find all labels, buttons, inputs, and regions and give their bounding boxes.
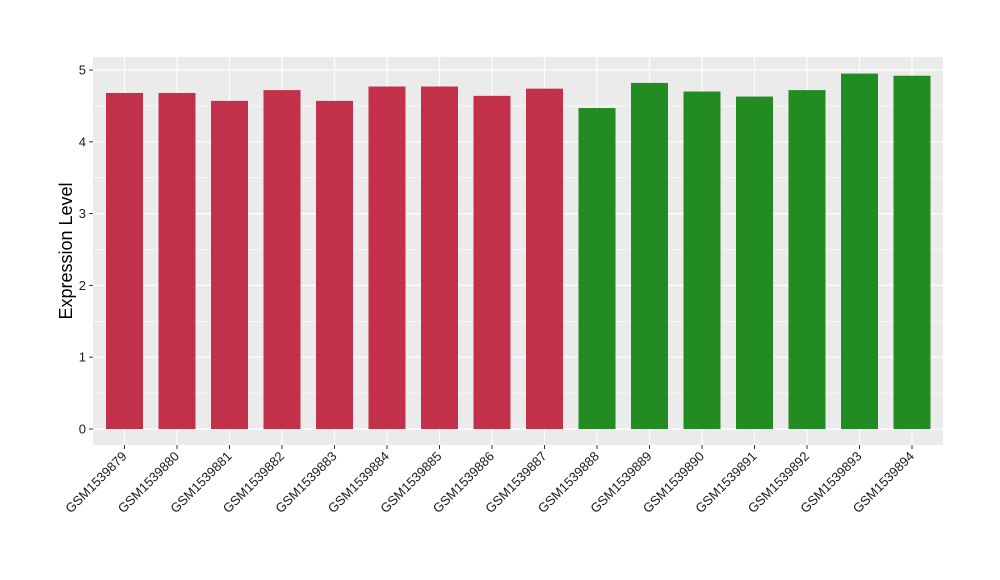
bar-GSM1539889	[631, 82, 668, 429]
bar-GSM1539892	[788, 90, 826, 429]
bars	[106, 73, 931, 430]
bar-GSM1539887	[526, 88, 563, 429]
bar-GSM1539893	[841, 73, 878, 429]
bar-GSM1539890	[683, 91, 721, 429]
y-tick-label: 4	[79, 134, 86, 149]
bar-GSM1539888	[578, 108, 616, 429]
y-tick-label: 0	[79, 422, 86, 437]
y-tick-label: 5	[79, 63, 86, 78]
y-tick-label: 2	[79, 278, 86, 293]
bar-GSM1539885	[421, 86, 458, 429]
bar-GSM1539879	[106, 92, 143, 429]
bar-GSM1539880	[158, 92, 196, 429]
bar-GSM1539882	[263, 90, 301, 429]
bar-GSM1539884	[368, 86, 406, 429]
y-axis-title: Expression Level	[56, 182, 76, 319]
bar-GSM1539891	[736, 96, 773, 429]
x-axis: GSM1539879GSM1539880GSM1539881GSM1539882…	[62, 445, 917, 516]
bar-GSM1539886	[473, 95, 511, 430]
bar-GSM1539883	[316, 100, 353, 430]
y-tick-label: 3	[79, 206, 86, 221]
y-tick-label: 1	[79, 350, 86, 365]
y-axis: 0 1 2 3 4 5	[79, 63, 93, 437]
bar-GSM1539881	[211, 100, 248, 430]
bar-GSM1539894	[893, 75, 931, 429]
